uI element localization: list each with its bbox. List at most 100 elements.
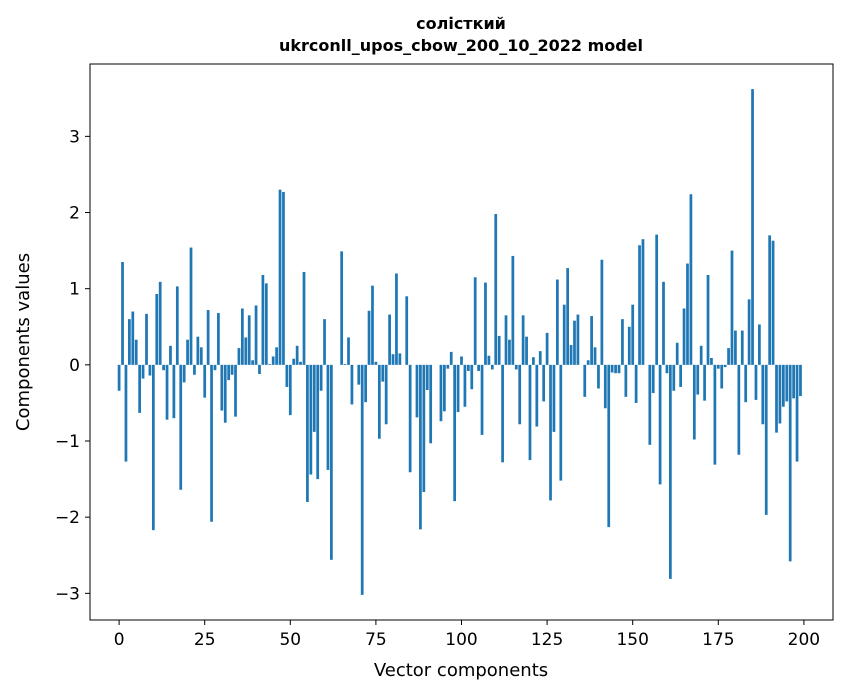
bar — [384, 364, 388, 425]
bar — [559, 364, 563, 481]
bar — [237, 348, 241, 365]
bar — [326, 364, 330, 470]
bar — [175, 286, 179, 365]
bar — [275, 347, 278, 365]
bar — [696, 364, 700, 395]
bar — [590, 316, 593, 365]
bar — [456, 364, 460, 413]
x-tick-label: 0 — [114, 630, 125, 650]
bar — [597, 364, 600, 389]
bar — [487, 355, 491, 365]
bar — [651, 364, 655, 394]
bar — [278, 189, 282, 365]
bar — [569, 345, 573, 365]
bar — [528, 364, 532, 461]
bar — [446, 364, 450, 369]
x-tick-label: 100 — [445, 630, 477, 650]
bar — [388, 314, 391, 365]
bar — [330, 364, 333, 560]
bar — [501, 364, 504, 463]
bar — [247, 315, 251, 365]
bar — [138, 364, 142, 413]
bar — [692, 364, 696, 440]
bar — [556, 279, 559, 365]
y-tick-label: 2 — [69, 204, 80, 224]
bar — [199, 347, 203, 365]
bar — [206, 310, 210, 365]
bar — [463, 364, 467, 407]
bar — [737, 364, 741, 455]
bar — [648, 364, 652, 445]
bar — [754, 364, 758, 400]
y-axis: −3 −2 −1 0 1 2 3 — [55, 127, 90, 604]
y-tick-label: 1 — [69, 280, 80, 300]
y-tick-label: 0 — [69, 356, 80, 376]
bar — [545, 332, 549, 365]
bar — [744, 364, 748, 403]
bar — [497, 335, 501, 365]
bar — [627, 326, 631, 365]
bar — [549, 364, 552, 501]
bar — [710, 357, 713, 365]
bar — [747, 299, 751, 365]
bar — [535, 364, 539, 427]
bar — [562, 304, 566, 365]
bar — [172, 364, 176, 419]
x-tick-label: 150 — [616, 630, 648, 650]
bar — [466, 364, 470, 371]
bar — [319, 364, 323, 391]
bar — [470, 364, 474, 390]
bar — [271, 356, 275, 365]
bar — [610, 364, 614, 373]
bar — [600, 259, 604, 365]
bar — [398, 353, 402, 365]
bar — [285, 364, 289, 387]
bar — [484, 282, 487, 365]
bar — [254, 305, 258, 365]
bar — [189, 247, 193, 365]
bar — [586, 360, 590, 365]
bar — [713, 364, 717, 465]
x-tick-label: 50 — [279, 630, 301, 650]
bar — [576, 314, 580, 365]
bar — [377, 364, 381, 439]
bar — [689, 194, 693, 365]
bar — [422, 364, 426, 493]
bar — [703, 364, 706, 401]
x-axis: 0 25 50 75 100 125 150 175 200 — [114, 620, 820, 650]
bar — [449, 351, 453, 365]
bar — [508, 339, 511, 365]
bar — [795, 364, 799, 462]
bar — [740, 330, 744, 365]
bar — [288, 364, 292, 416]
bar — [716, 364, 720, 369]
bar — [490, 364, 494, 370]
bar — [169, 345, 172, 365]
bar — [213, 364, 217, 371]
bar — [723, 364, 727, 368]
bar — [504, 315, 508, 365]
bar — [727, 348, 730, 365]
bar — [264, 283, 268, 365]
bar — [706, 274, 710, 365]
bar — [155, 294, 159, 365]
bar — [672, 364, 676, 391]
bar — [196, 336, 200, 365]
bar — [662, 281, 665, 365]
bar — [282, 191, 285, 365]
bar — [391, 354, 395, 365]
bar — [720, 364, 724, 389]
y-tick-label: −3 — [55, 584, 80, 604]
bar — [367, 310, 371, 365]
bar — [775, 364, 778, 433]
bar — [128, 319, 131, 365]
bar — [323, 319, 326, 365]
bar — [453, 364, 457, 502]
bar — [751, 89, 754, 365]
bar — [514, 364, 518, 370]
bar — [347, 337, 350, 365]
bar — [799, 364, 802, 397]
bar — [182, 364, 186, 383]
bar — [309, 364, 313, 475]
bar — [573, 320, 576, 365]
